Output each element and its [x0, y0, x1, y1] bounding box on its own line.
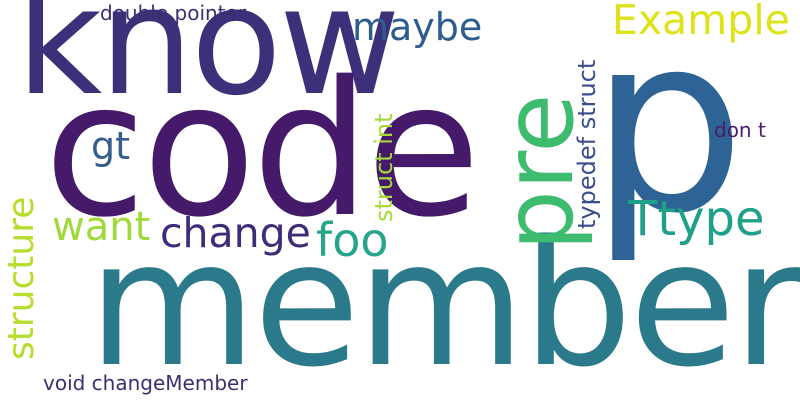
- word-example: Example: [612, 0, 790, 44]
- word-code: code: [44, 41, 481, 258]
- word-struct-int: struct int: [370, 113, 398, 222]
- word-maybe: maybe: [352, 5, 483, 49]
- word-ttype: Ttype: [628, 191, 765, 247]
- word-member: member: [88, 203, 800, 400]
- word-want: want: [52, 204, 151, 250]
- word-know: know: [16, 0, 401, 129]
- word-gt: gt: [91, 124, 131, 168]
- word-change: change: [160, 209, 311, 257]
- word-typedef-struct: typedef struct: [573, 59, 601, 229]
- word-structure: structure: [1, 196, 42, 360]
- word-void-change-member: void changeMember: [43, 371, 248, 395]
- word-double-pointer: double pointer: [100, 1, 247, 25]
- word-p: p: [590, 0, 746, 267]
- word-dont: don t: [714, 118, 766, 142]
- word-foo: foo: [316, 213, 389, 267]
